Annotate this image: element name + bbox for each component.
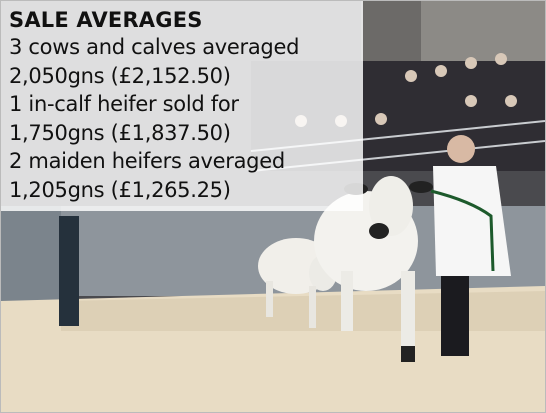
photo: SALE AVERAGES 3 cows and calves averaged… (0, 0, 546, 413)
caption-line: 1,750gns (£1,837.50) (9, 119, 363, 148)
caption-line: 2,050gns (£2,152.50) (9, 62, 363, 91)
caption-line: 1 in-calf heifer sold for (9, 90, 363, 119)
heading: SALE AVERAGES (9, 7, 363, 33)
caption-line: 3 cows and calves averaged (9, 33, 363, 62)
caption-line: 2 maiden heifers averaged (9, 147, 363, 176)
caption-box: SALE AVERAGES 3 cows and calves averaged… (1, 1, 363, 211)
caption-line: 1,205gns (£1,265.25) (9, 176, 363, 205)
